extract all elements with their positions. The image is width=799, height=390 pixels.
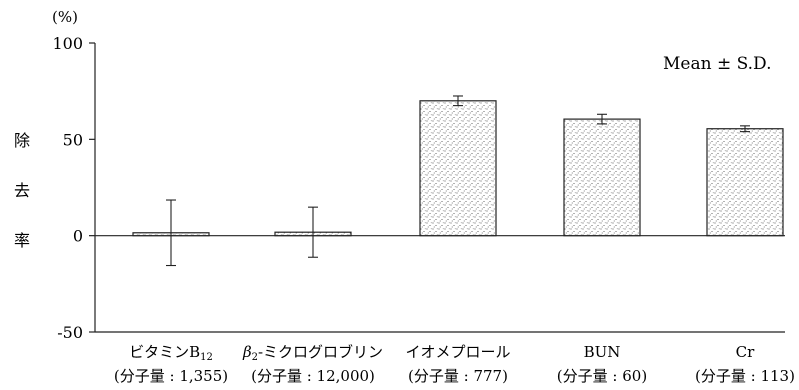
y-axis-title-char: 率 — [14, 231, 30, 250]
category-mw-label: (分子量 : 1,355) — [114, 367, 228, 385]
category-label: BUN — [584, 343, 621, 361]
y-axis-title-char: 去 — [14, 181, 30, 200]
stat-note: Mean ± S.D. — [663, 54, 771, 74]
axes: 100 50 0 -50 — [52, 34, 785, 342]
category-mw-label: (分子量 : 113) — [695, 367, 795, 385]
y-tick-label: 100 — [52, 34, 83, 53]
bar — [563, 118, 641, 237]
category-mw-label: (分子量 : 60) — [557, 367, 647, 385]
y-tick-label: 50 — [63, 130, 83, 149]
category-labels: ビタミンB12 (分子量 : 1,355) β2-ミクログロブリン (分子量 : 12… — [114, 343, 795, 385]
y-tick-label: -50 — [57, 323, 83, 342]
category-mw-label: (分子量 : 777) — [408, 367, 508, 385]
bar — [419, 100, 497, 237]
y-tick-label: 0 — [73, 227, 83, 246]
category-label: イオメプロール — [405, 343, 510, 361]
category-label: Cr — [736, 343, 755, 361]
y-unit-label: (%) — [52, 8, 78, 26]
category-label: ビタミンB12 — [129, 343, 213, 363]
y-axis-title-char: 除 — [14, 131, 30, 150]
category-label: β2-ミクログロブリン — [242, 343, 383, 363]
bar — [706, 128, 784, 237]
category-mw-label: (分子量 : 12,000) — [251, 367, 375, 385]
y-axis-title: 除 去 率 — [14, 131, 30, 250]
bars — [132, 95, 784, 267]
